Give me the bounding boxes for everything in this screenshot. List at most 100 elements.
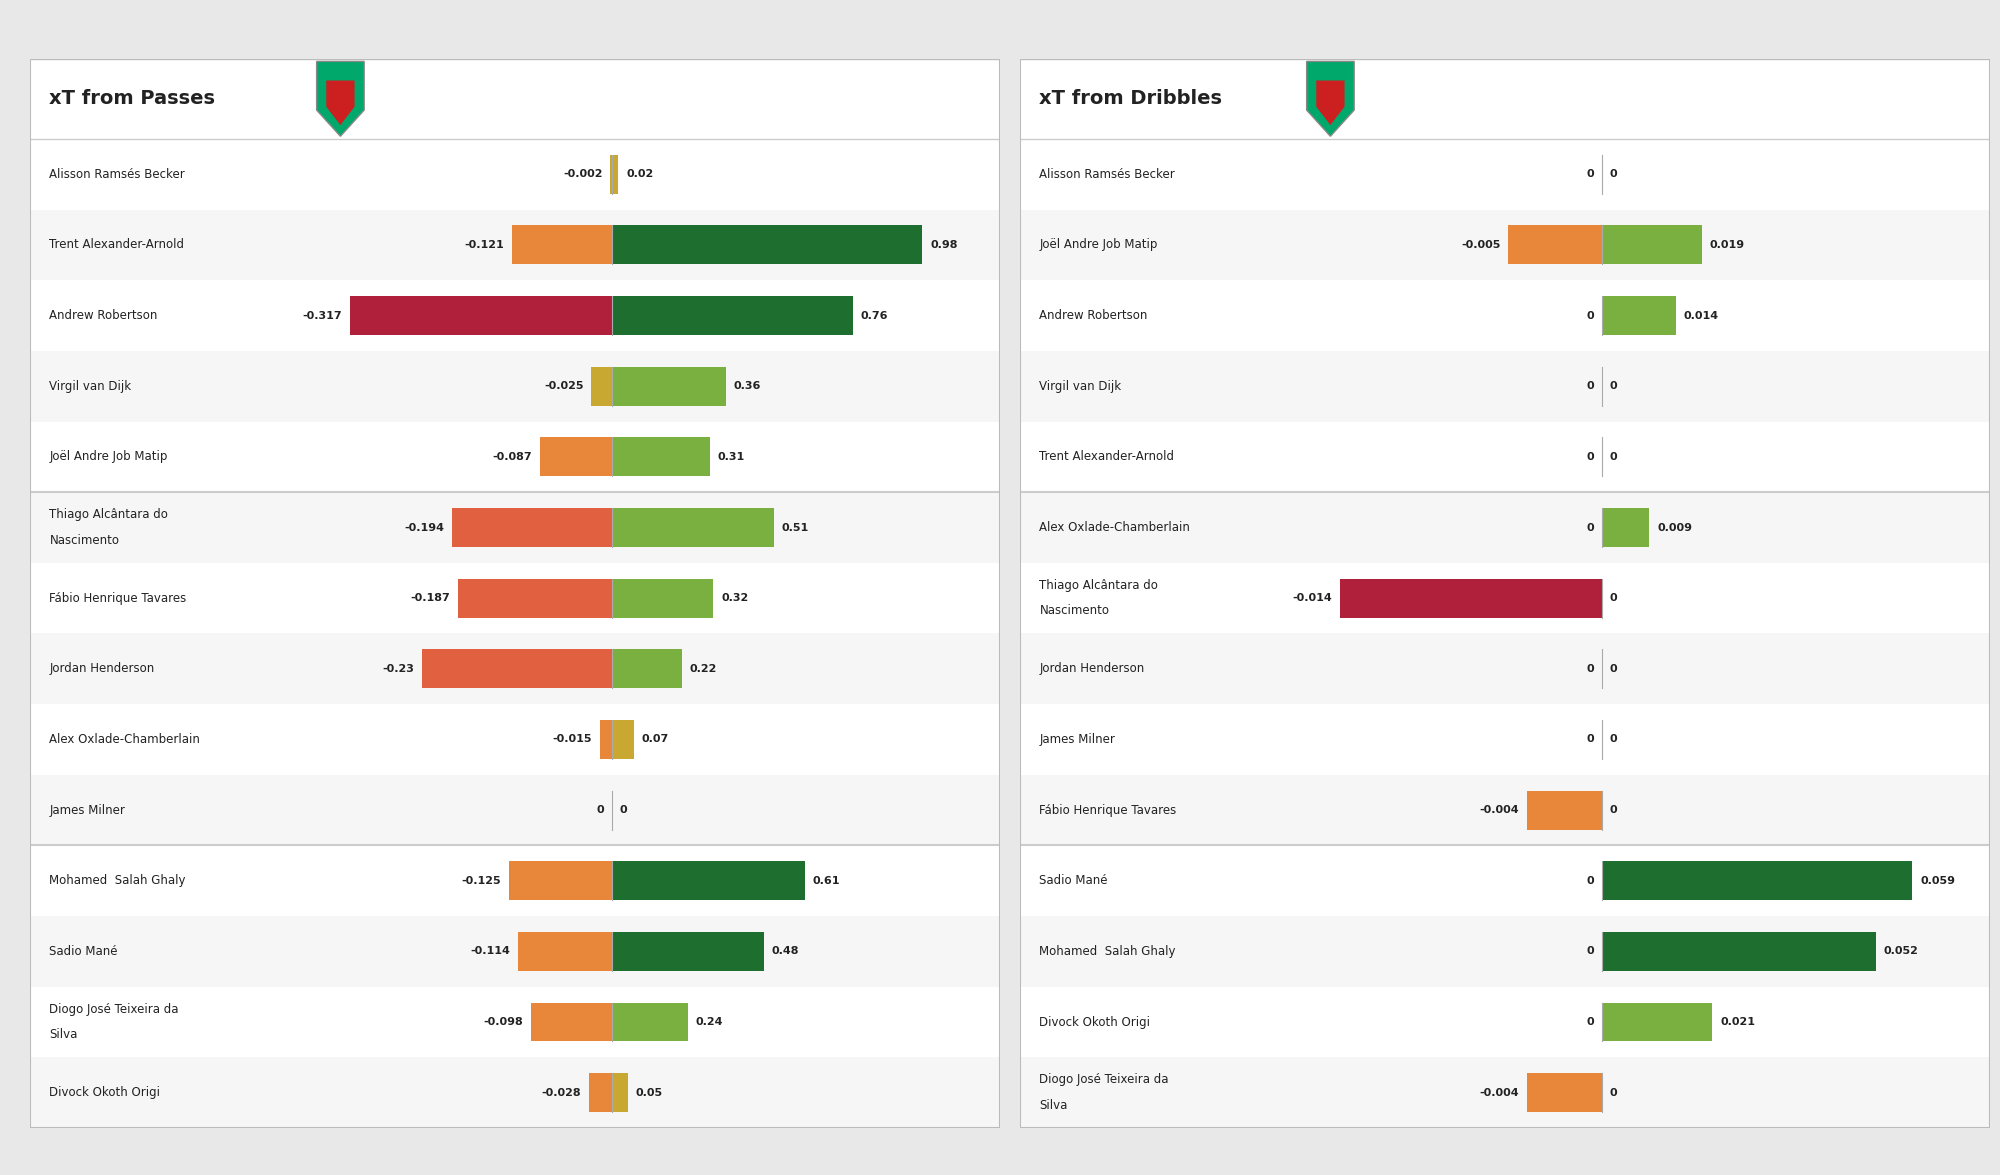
Text: 0.61: 0.61 [812,875,840,886]
Bar [612,296,852,335]
Polygon shape [1316,81,1344,125]
Bar [612,226,922,264]
Text: 0: 0 [596,805,604,815]
Text: 0.052: 0.052 [1884,946,1918,956]
Text: 0: 0 [1586,169,1594,180]
Text: James Milner: James Milner [50,804,126,817]
Bar [30,351,1000,422]
Text: Alex Oxlade-Chamberlain: Alex Oxlade-Chamberlain [1040,521,1190,533]
Text: 0.32: 0.32 [722,593,748,603]
Text: 0.019: 0.019 [1710,240,1744,250]
Text: Fábio Henrique Tavares: Fábio Henrique Tavares [50,592,186,605]
Bar [588,1073,612,1112]
Bar [612,1002,688,1041]
Text: 0: 0 [1610,169,1618,180]
Text: 0: 0 [1586,734,1594,745]
Bar [508,861,612,900]
Text: 0.31: 0.31 [718,452,746,462]
Text: -0.087: -0.087 [492,452,532,462]
Bar [1528,1073,1602,1112]
Bar [30,563,1000,633]
Bar [1020,846,1990,916]
Text: 0.009: 0.009 [1658,523,1692,532]
Text: -0.002: -0.002 [564,169,602,180]
Text: -0.015: -0.015 [552,734,592,745]
Text: Nascimento: Nascimento [1040,604,1110,617]
Text: Andrew Robertson: Andrew Robertson [1040,309,1148,322]
Text: 0: 0 [1586,452,1594,462]
Text: xT from Passes: xT from Passes [50,89,216,108]
Text: 0.51: 0.51 [782,523,808,532]
Bar [612,155,618,194]
Text: 0.98: 0.98 [930,240,958,250]
Bar [1020,1058,1990,1128]
Text: Nascimento: Nascimento [50,533,120,546]
Text: 0.24: 0.24 [696,1018,724,1027]
Text: Fábio Henrique Tavares: Fábio Henrique Tavares [1040,804,1176,817]
Text: 0: 0 [1610,593,1618,603]
Bar [612,508,774,546]
Bar [1020,139,1990,209]
Text: 0: 0 [1586,1018,1594,1027]
Text: Jordan Henderson: Jordan Henderson [50,663,154,676]
Text: Thiago Alcântara do: Thiago Alcântara do [1040,579,1158,592]
Text: Silva: Silva [50,1028,78,1041]
Text: 0: 0 [1586,310,1594,321]
Text: 0: 0 [1610,664,1618,673]
Bar [1020,987,1990,1058]
Bar [1602,932,1876,971]
Text: 0: 0 [1610,1088,1618,1097]
Bar [612,367,726,405]
Text: 0.059: 0.059 [1920,875,1956,886]
Text: Sadio Mané: Sadio Mané [1040,874,1108,887]
Bar [1020,209,1990,280]
Text: Trent Alexander-Arnold: Trent Alexander-Arnold [1040,450,1174,463]
Bar [1602,226,1702,264]
Text: 0.021: 0.021 [1720,1018,1756,1027]
Bar [532,1002,612,1041]
Text: 0: 0 [1610,381,1618,391]
Text: -0.028: -0.028 [542,1088,582,1097]
Text: 0: 0 [1610,734,1618,745]
Bar [458,579,612,618]
Bar [30,987,1000,1058]
Text: 0: 0 [620,805,628,815]
Bar [592,367,612,405]
Bar [30,774,1000,845]
Bar [30,846,1000,916]
Text: -0.098: -0.098 [484,1018,524,1027]
Text: Joël Andre Job Matip: Joël Andre Job Matip [1040,239,1158,251]
Text: 0.36: 0.36 [734,381,762,391]
Text: 0: 0 [1586,946,1594,956]
Bar [540,437,612,476]
Bar [1020,351,1990,422]
Bar [30,422,1000,492]
Text: 0.05: 0.05 [636,1088,662,1097]
Bar [422,650,612,689]
Text: Virgil van Dijk: Virgil van Dijk [50,380,132,392]
Bar [1340,579,1602,618]
Text: Silva: Silva [1040,1099,1068,1112]
Bar [1020,280,1990,351]
Bar [1602,296,1676,335]
Bar [612,932,764,971]
Text: -0.194: -0.194 [404,523,444,532]
Bar [30,139,1000,209]
Polygon shape [326,81,354,125]
Text: 0.02: 0.02 [626,169,654,180]
Bar [612,720,634,759]
Bar [1020,422,1990,492]
Text: 0.48: 0.48 [772,946,800,956]
Bar [1602,861,1912,900]
Text: -0.121: -0.121 [464,240,504,250]
Text: -0.187: -0.187 [410,593,450,603]
Text: Divock Okoth Origi: Divock Okoth Origi [1040,1015,1150,1028]
Bar [1020,563,1990,633]
Bar [30,1058,1000,1128]
Bar [1528,791,1602,830]
Bar [600,720,612,759]
Text: Mohamed  Salah Ghaly: Mohamed Salah Ghaly [50,874,186,887]
Bar [612,579,714,618]
Text: 0: 0 [1586,381,1594,391]
Bar [612,1073,628,1112]
